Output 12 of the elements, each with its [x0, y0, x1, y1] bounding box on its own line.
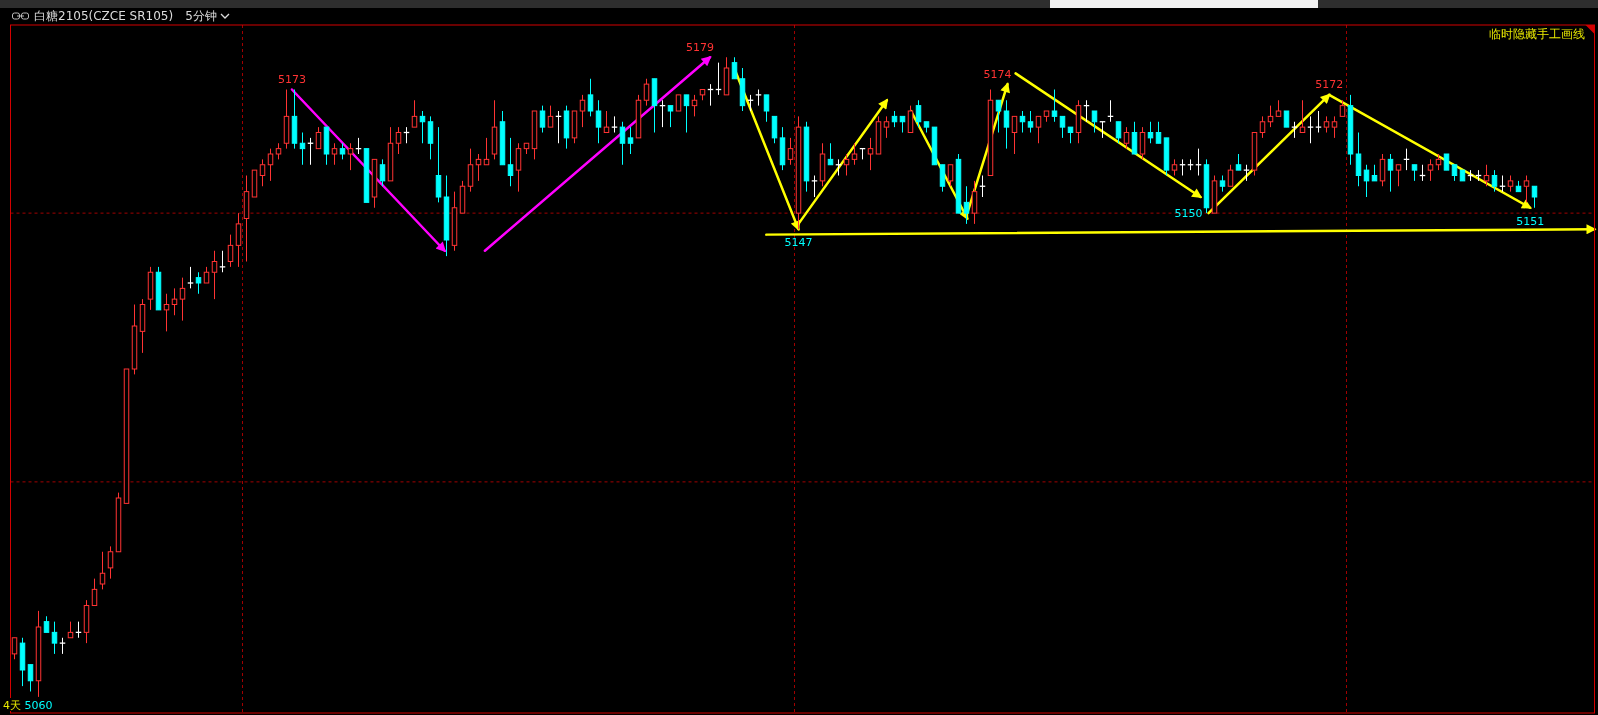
- data-label: 5150: [1174, 207, 1203, 221]
- data-label: 5151: [1516, 214, 1545, 228]
- data-label: 5172: [1315, 77, 1344, 91]
- data-label: 5173: [277, 72, 306, 86]
- data-label: 5174: [983, 68, 1012, 82]
- chart-title: 白糖2105(CZCE SR105): [34, 8, 174, 25]
- annotation: 4天: [3, 699, 21, 712]
- data-label: 5147: [784, 236, 813, 250]
- chart-subtitle: 5分钟: [185, 8, 217, 25]
- annotation: 临时隐藏手工画线: [1488, 27, 1585, 41]
- annotation: 5060: [24, 698, 53, 712]
- data-label: 5179: [686, 41, 715, 55]
